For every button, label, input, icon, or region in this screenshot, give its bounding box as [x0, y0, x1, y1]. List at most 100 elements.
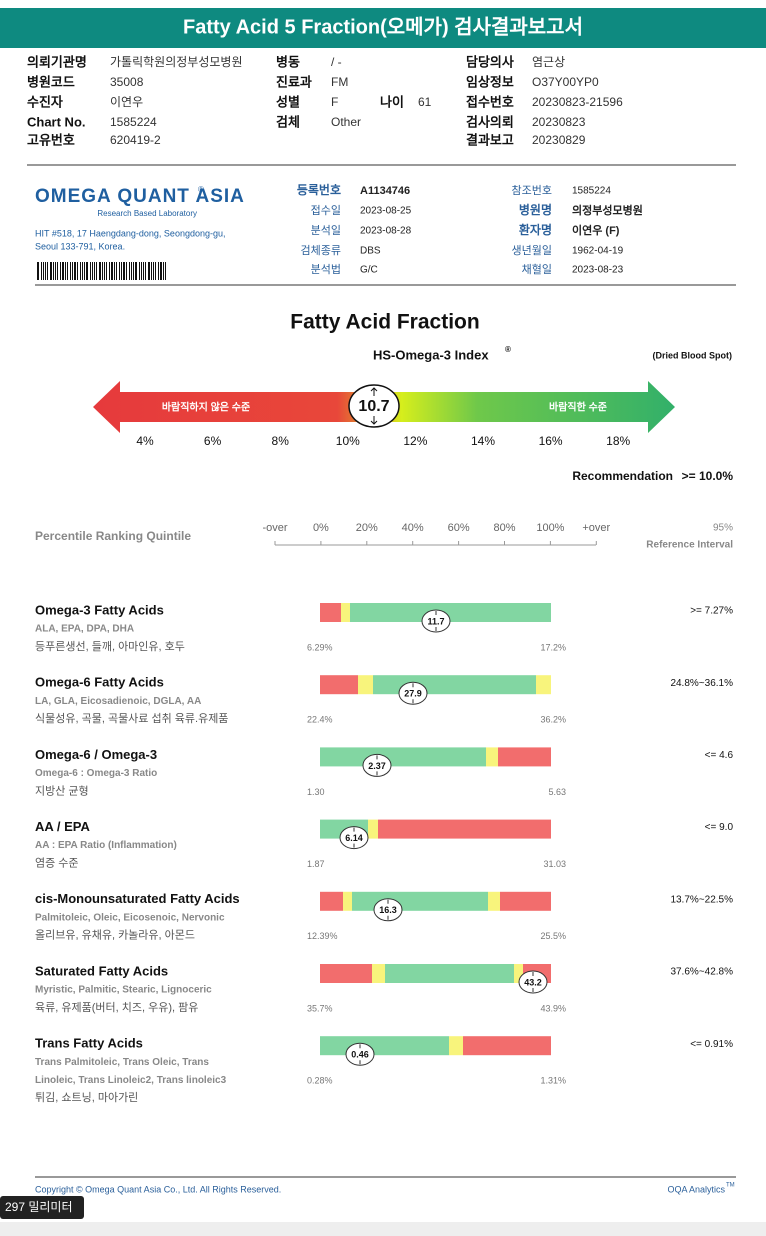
range-segment: [488, 891, 500, 911]
info-label: Chart No.: [27, 114, 86, 129]
result-max: 36.2%: [540, 715, 566, 725]
barcode-bar: [163, 262, 164, 280]
barcode-bar: [47, 262, 48, 280]
barcode-bar: [55, 262, 56, 280]
barcode-bar: [90, 262, 91, 280]
range-segment: [320, 675, 358, 695]
barcode-bar: [74, 262, 76, 280]
index-title: HS-Omega-3 Index: [373, 347, 489, 362]
result-name: cis-Monounsaturated Fatty Acids: [35, 891, 240, 906]
overlay-tag: [0, 1196, 84, 1219]
range-segment: [352, 891, 488, 911]
lab-field-value: 1585224: [572, 186, 611, 197]
barcode-bar: [53, 262, 54, 280]
scale-tick: 6%: [204, 434, 222, 448]
result-marker: [345, 1042, 375, 1066]
info-label: 나이: [380, 94, 404, 109]
range-segment: [373, 675, 536, 695]
header-bar: [0, 8, 766, 48]
percentile-tick: 40%: [402, 522, 424, 534]
range-segment: [498, 747, 551, 767]
recommendation-label: Recommendation: [572, 469, 673, 483]
range-segment: [449, 1036, 463, 1056]
result-min: 0.28%: [307, 1076, 333, 1086]
barcode-bar: [153, 262, 154, 280]
barcode-bar: [94, 262, 95, 280]
info-value: 20230823-21596: [532, 95, 623, 109]
barcode-bar: [151, 262, 152, 280]
info-value: 염근상: [532, 55, 565, 69]
result-reference: <= 9.0: [705, 822, 734, 833]
lab-field-value: 1962-04-19: [572, 246, 624, 257]
recommendation-value: >= 10.0%: [682, 469, 734, 483]
lab-field-value: 2023-08-28: [360, 226, 412, 237]
barcode-bar: [86, 262, 88, 280]
result-min: 1.87: [307, 859, 325, 869]
barcode-bar: [106, 262, 107, 280]
barcode-bar: [109, 262, 110, 280]
lab-field-label: 생년월일: [512, 243, 552, 257]
barcode-bar: [158, 262, 159, 280]
range-segment: [372, 964, 385, 983]
barcode-bar: [67, 262, 68, 280]
barcode-bar: [155, 262, 156, 280]
lab-field-label: 분석법: [311, 263, 341, 276]
barcode-bar: [37, 262, 39, 280]
result-max: 25.5%: [540, 931, 566, 941]
percentile-tick: 20%: [356, 522, 378, 534]
lab-field-label: 접수일: [311, 203, 341, 217]
info-value: 1585224: [110, 115, 157, 129]
result-marker: [339, 826, 369, 850]
result-marker: [398, 681, 428, 705]
result-reference: <= 0.91%: [690, 1039, 733, 1050]
result-min: 22.4%: [307, 715, 333, 725]
lab-field-value: 2023-08-25: [360, 206, 412, 217]
barcode-bar: [121, 262, 122, 280]
result-value: 2.37: [368, 761, 386, 771]
range-segment: [500, 891, 551, 911]
result-max: 31.03: [543, 859, 566, 869]
info-value: 20230823: [532, 115, 586, 129]
barcode-bar: [84, 262, 85, 280]
info-label: 고유번호: [27, 132, 75, 147]
range-segment: [320, 891, 343, 911]
lab-field-label: 등록번호: [297, 182, 341, 197]
range-segment: [320, 747, 486, 767]
result-marker: [421, 609, 451, 633]
result-foods: 지방산 균형: [35, 784, 89, 797]
percentile-tick: 100%: [536, 522, 564, 534]
range-segment: [341, 603, 350, 622]
range-segment: [514, 964, 523, 983]
scale-tick: 12%: [403, 434, 427, 448]
info-value: 620419-2: [110, 133, 161, 147]
result-foods: 육류, 유제품(버터, 치즈, 우유), 팜유: [35, 1001, 198, 1014]
result-name: Trans Fatty Acids: [35, 1036, 143, 1051]
info-value: Other: [331, 115, 361, 129]
result-name: AA / EPA: [35, 819, 91, 834]
barcode-bar: [148, 262, 150, 280]
result-marker: [373, 898, 403, 922]
result-value: 16.3: [379, 905, 397, 915]
barcode-bar: [131, 262, 132, 280]
result-value: 43.2: [524, 977, 542, 987]
barcode-bar: [45, 262, 46, 280]
footer-brand-mark: TM: [726, 1183, 735, 1189]
info-label: 검체: [276, 114, 300, 129]
result-marker: [362, 753, 392, 777]
percentile-tick: 60%: [448, 522, 470, 534]
lab-field-value: 의정부성모병원: [572, 203, 643, 217]
lab-field-value: G/C: [360, 265, 378, 276]
header-title: Fatty Acid 5 Fraction(오메가) 검사결과보고서: [183, 15, 583, 38]
range-segment: [320, 1036, 449, 1056]
info-label: 임상정보: [466, 74, 514, 89]
result-foods: 식물성유, 곡물, 곡물사료 섭취 육류.유제품: [35, 712, 228, 725]
result-foods: 염증 수준: [35, 857, 79, 870]
reference-pct: 95%: [713, 523, 733, 534]
scale-low: 바람직하지 않은 수준: [162, 401, 250, 414]
barcode-bar: [145, 262, 146, 280]
result-reference: <= 4.6: [705, 750, 734, 761]
info-label: 담당의사: [466, 54, 514, 69]
percentile-tick: -over: [262, 522, 287, 534]
info-label: 수진자: [27, 94, 63, 109]
